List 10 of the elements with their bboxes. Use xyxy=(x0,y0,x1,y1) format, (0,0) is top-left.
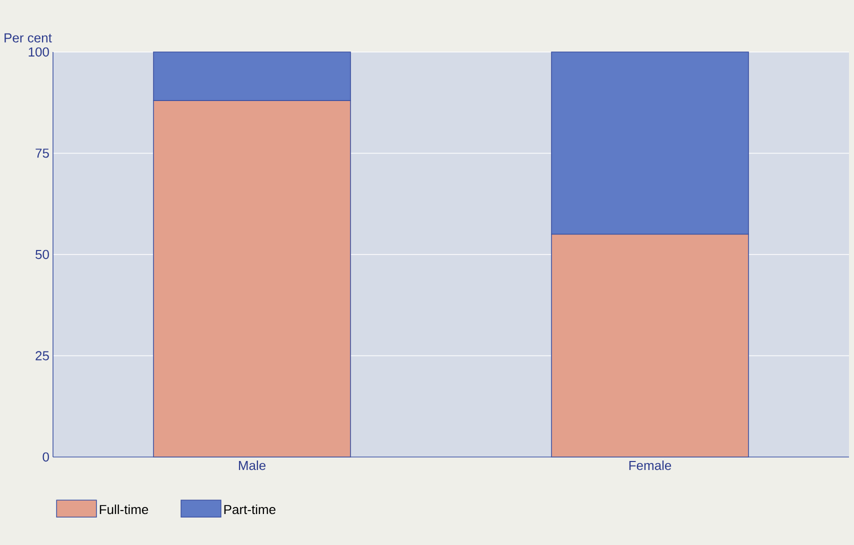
y-tick-label: 25 xyxy=(36,351,49,360)
legend-label: Part-time xyxy=(224,504,276,514)
x-tick-label: Female xyxy=(629,460,672,470)
y-tick-label: 0 xyxy=(42,452,49,462)
y-tick-label: 75 xyxy=(36,148,49,158)
y-tick-label: 50 xyxy=(36,250,49,260)
y-axis-title: Per cent xyxy=(4,33,52,42)
legend-label: Full-time xyxy=(100,504,148,514)
y-tick-label: 100 xyxy=(28,47,49,57)
x-tick-label: Male xyxy=(238,460,266,470)
